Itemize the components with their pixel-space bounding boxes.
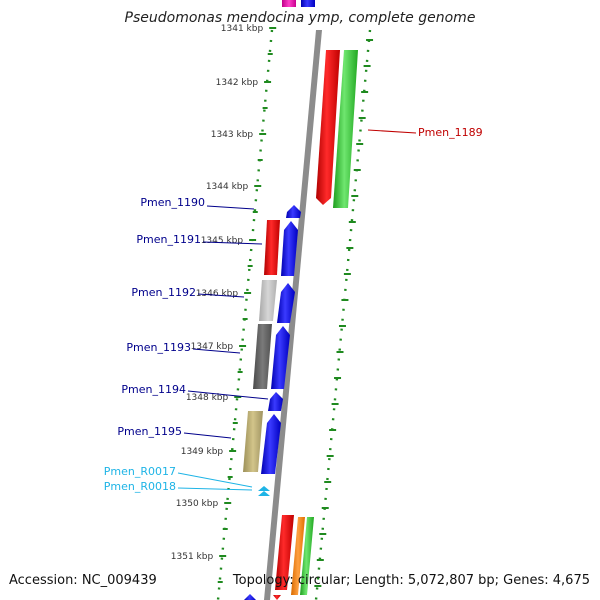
gene-label-leader — [367, 129, 417, 134]
scale-tick-label: 1343 kbp — [211, 130, 254, 140]
gene-label-leader — [192, 348, 241, 354]
gene-label-leader — [183, 432, 232, 439]
gene-label-pmen-1192[interactable]: Pmen_1192 — [131, 286, 196, 299]
scale-tick-label: 1348 kbp — [186, 393, 229, 403]
gene-feature[interactable] — [301, 0, 315, 7]
gene-pmen-1190[interactable] — [286, 205, 301, 218]
gene-pmen-1191[interactable] — [281, 221, 298, 276]
gene-label-pmen-1189[interactable]: Pmen_1189 — [418, 126, 483, 139]
scale-tick-label: 1341 kbp — [221, 24, 264, 34]
scale-tick-label: 1349 kbp — [181, 447, 224, 457]
genome-backbone — [264, 30, 322, 600]
gene-label-leader — [177, 487, 253, 491]
gene-label-pmen-1194[interactable]: Pmen_1194 — [121, 383, 186, 396]
gene-pmen-1189[interactable] — [316, 50, 340, 205]
gene-pmen-1195-khaki[interactable] — [243, 411, 263, 472]
gene-label-pmen-1195[interactable]: Pmen_1195 — [117, 425, 182, 438]
gene-label-pmen-1191[interactable]: Pmen_1191 — [136, 233, 201, 246]
gene-feature[interactable] — [282, 0, 296, 7]
gene-label-pmen-1193[interactable]: Pmen_1193 — [126, 341, 191, 354]
gene-pmen-1192[interactable] — [277, 283, 295, 323]
gene-pmen-1191-red[interactable] — [264, 220, 280, 275]
gene-pmen-1194[interactable] — [268, 392, 283, 411]
gene-pmen-1193[interactable] — [271, 326, 290, 389]
gene-pmen-1193-gray[interactable] — [253, 324, 272, 389]
gene-label-leader — [197, 293, 245, 298]
gene-feature[interactable] — [273, 595, 281, 600]
scale-tick-label: 1344 kbp — [206, 182, 249, 192]
scale-tick-label: 1346 kbp — [196, 289, 239, 299]
gene-label-pmen-1190[interactable]: Pmen_1190 — [140, 196, 205, 209]
gene-feature[interactable] — [244, 594, 256, 600]
gene-pmen-1192-gray[interactable] — [259, 280, 277, 321]
gene-label-leader — [187, 390, 269, 400]
accession-text: Accession: NC_009439 — [9, 573, 157, 588]
gene-label-leader — [202, 241, 263, 245]
gene-feature[interactable] — [275, 515, 294, 590]
scale-tick-label: 1347 kbp — [191, 342, 234, 352]
scale-tick-label: 1342 kbp — [216, 78, 259, 88]
gene-feature[interactable] — [291, 517, 305, 595]
gene-feature-green[interactable] — [333, 50, 358, 208]
rna-pmen-r0018[interactable] — [258, 491, 270, 496]
scale-tick-label: 1345 kbp — [201, 236, 244, 246]
genome-title: Pseudomonas mendocina ymp, complete geno… — [124, 10, 476, 26]
scale-tick-label: 1350 kbp — [176, 499, 219, 509]
gene-feature[interactable] — [300, 517, 314, 595]
gene-pmen-1195[interactable] — [261, 414, 281, 474]
scale-tick-label: 1351 kbp — [171, 552, 214, 562]
gene-label-leader — [177, 472, 253, 488]
gene-label-pmen-r0017[interactable]: Pmen_R0017 — [104, 465, 176, 478]
gene-label-leader — [206, 205, 255, 210]
rna-pmen-r0017[interactable] — [258, 486, 270, 491]
gene-label-pmen-r0018[interactable]: Pmen_R0018 — [104, 480, 176, 493]
genome-summary: Topology: circular; Length: 5,072,807 bp… — [232, 573, 590, 588]
